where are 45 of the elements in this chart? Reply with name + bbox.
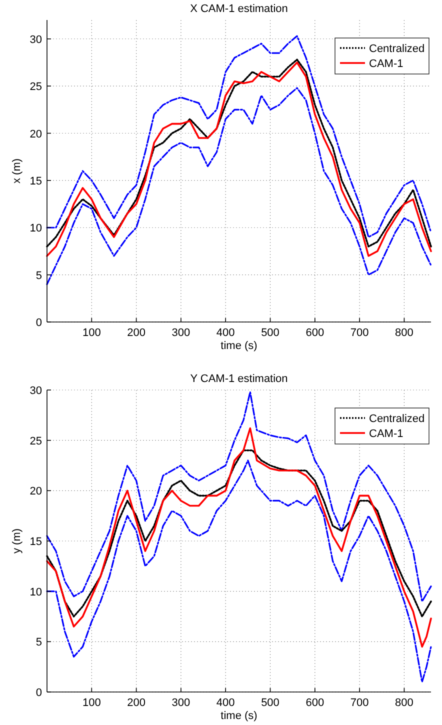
x-tick-label: 300 [172, 327, 190, 339]
y-tick-label: 15 [30, 536, 42, 548]
x-tick-label: 800 [395, 697, 414, 709]
x-tick-label: 600 [306, 697, 324, 709]
y-tick-label: 5 [36, 270, 42, 282]
x-tick-label: 300 [172, 697, 190, 709]
y-tick-label: 30 [30, 34, 42, 46]
x-tick-label: 100 [82, 327, 101, 339]
x-tick-label: 700 [350, 327, 369, 339]
x-axis-title: time (s) [220, 340, 258, 352]
x-tick-label: 500 [261, 697, 280, 709]
x-tick-label: 400 [216, 327, 235, 339]
x-axis-title: time (s) [220, 710, 258, 722]
x-tick-label: 500 [261, 327, 280, 339]
y-tick-label: 15 [30, 175, 42, 188]
line-series [46, 87, 432, 286]
line-series [46, 460, 432, 683]
chart-title: Y CAM-1 estimation [190, 373, 288, 385]
y-tick-label: 20 [30, 486, 42, 498]
line-series [46, 35, 432, 238]
legend-label: CAM-1 [369, 58, 404, 70]
y-axis-title: x (m) [11, 158, 23, 184]
y-tick-label: 25 [30, 81, 42, 94]
chart-title: X CAM-1 estimation [190, 3, 288, 15]
y-tick-label: 20 [30, 128, 42, 140]
y-tick-label: 0 [36, 687, 42, 699]
y-tick-label: 25 [30, 435, 42, 448]
legend-label: Centralized [369, 43, 425, 55]
legend-label: Centralized [369, 413, 425, 425]
line-series [46, 391, 432, 602]
y-tick-label: 10 [30, 586, 42, 598]
y-tick-label: 5 [36, 636, 42, 649]
x-tick-label: 400 [216, 697, 235, 709]
y-tick-label: 0 [36, 317, 42, 329]
y-axis-title: y (m) [11, 528, 23, 554]
x-tick-label: 200 [127, 327, 146, 339]
x-tick-label: 100 [82, 697, 101, 709]
line-series [46, 427, 432, 648]
x-tick-label: 200 [127, 697, 146, 709]
y-tick-label: 10 [30, 222, 42, 235]
y-tick-label: 30 [30, 385, 42, 397]
x-tick-label: 600 [306, 327, 324, 339]
x-tick-label: 700 [350, 697, 369, 709]
x-tick-label: 800 [395, 327, 414, 339]
legend-label: CAM-1 [369, 428, 404, 440]
